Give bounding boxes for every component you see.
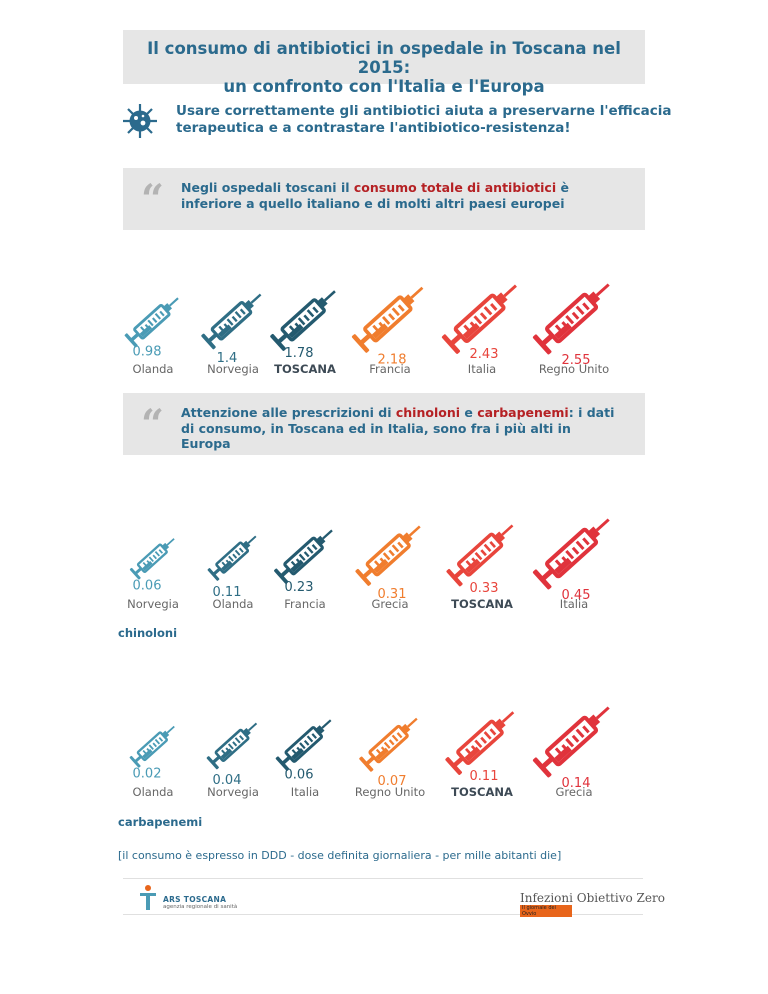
syringe-mark [355, 525, 421, 586]
syringe-mark [270, 290, 336, 351]
category-label: Regno Unito [539, 362, 609, 376]
quote-box-total: “ Negli ospedali toscani il consumo tota… [123, 168, 645, 230]
ars-logo-subtitle: agenzia regionale di sanità [163, 904, 238, 910]
quote-box-chinoloni-carbapenemi: “ Attenzione alle prescrizioni di chinol… [123, 393, 645, 455]
syringe-mark [532, 706, 610, 778]
page-title-line1: Il consumo di antibiotici in ospedale in… [147, 39, 621, 77]
category-label: Norvegia [207, 362, 259, 376]
category-label: Norvegia [127, 597, 179, 611]
syringe-mark [129, 538, 175, 580]
quote-highlight: carbapenemi [477, 405, 569, 420]
value-label: 0.06 [133, 579, 162, 594]
value-label: 2.55 [562, 353, 591, 368]
chart-title-carbapenemi: carbapenemi [118, 815, 203, 829]
syringe-mark [441, 284, 517, 354]
chart-title-chinoloni: chinoloni [118, 626, 178, 640]
virus-icon [123, 104, 157, 138]
syringe-mark [124, 297, 179, 348]
quote-text-prescriptions: Attenzione alle prescrizioni di chinolon… [181, 405, 621, 452]
quote-highlight: chinoloni [395, 405, 461, 420]
category-label: Grecia [555, 785, 592, 799]
quote-text-part: è inferiore a quello italiano e di molti… [181, 180, 569, 211]
value-label: 2.18 [378, 352, 407, 367]
syringe-mark [351, 286, 424, 353]
chart-total-consumption: 0.98 Olanda 1.4 Norvegia 1.78 TOSCANA 2.18 Fran… [0, 258, 768, 378]
value-label: 0.14 [562, 776, 591, 791]
divider [123, 914, 643, 915]
category-label: Francia [369, 362, 410, 376]
quote-highlight: consumo totale di antibiotici [353, 180, 557, 195]
value-label: 0.11 [213, 585, 242, 600]
quote-text-part: Negli ospedali toscani il [181, 180, 354, 195]
category-label: Olanda [133, 785, 174, 799]
value-label: 0.06 [285, 768, 314, 783]
category-label: TOSCANA [274, 362, 336, 376]
syringe-mark [532, 518, 610, 590]
syringe-mark [274, 529, 333, 584]
syringe-mark [445, 711, 515, 775]
value-label: 0.04 [213, 773, 242, 788]
category-label: Olanda [133, 362, 174, 376]
quote-mark-icon: “ [141, 176, 165, 223]
syringe-mark [206, 722, 258, 770]
value-label: 0.33 [470, 581, 499, 596]
value-label: 1.78 [285, 346, 314, 361]
value-label: 1.4 [217, 351, 238, 366]
title-banner: Il consumo di antibiotici in ospedale in… [123, 30, 645, 96]
value-label: 0.02 [133, 767, 162, 782]
unit-note: [il consumo è espresso in DDD - dose def… [118, 849, 562, 862]
category-label: Olanda [213, 597, 254, 611]
value-label: 0.31 [378, 587, 407, 602]
syringe-mark [532, 283, 610, 355]
syringe-mark [207, 535, 257, 581]
iz-logo: Infezioni Obiettivo Zero [520, 891, 665, 905]
page-title-line2: un confronto con l'Italia e l'Europa [223, 77, 545, 96]
category-label: Francia [284, 597, 325, 611]
category-label: Norvegia [207, 785, 259, 799]
value-label: 0.23 [285, 580, 314, 595]
category-label: Italia [560, 597, 588, 611]
ars-logo-icon [140, 885, 156, 910]
quote-mark-icon: “ [141, 401, 165, 448]
subtitle: Usare correttamente gli antibiotici aiut… [176, 103, 672, 136]
value-label: 0.45 [562, 588, 591, 603]
quote-text-total: Negli ospedali toscani il consumo totale… [181, 180, 621, 211]
category-label: Italia [468, 362, 496, 376]
syringe-mark [446, 524, 514, 587]
iz-logo-subtitle: Il giornale dei Ovvio [520, 905, 572, 917]
category-label: Grecia [371, 597, 408, 611]
category-label: Italia [291, 785, 319, 799]
divider [123, 878, 643, 879]
chart-carbapenemi: 0.02 Olanda 0.04 Norvegia 0.06 Italia 0.07 Regn… [0, 676, 768, 801]
syringe-mark [129, 725, 175, 768]
category-label: TOSCANA [451, 785, 513, 799]
syringe-mark [359, 717, 418, 772]
syringe-mark [201, 293, 262, 350]
syringe-mark [275, 719, 332, 771]
category-label: TOSCANA [451, 597, 513, 611]
value-label: 2.43 [470, 347, 499, 362]
category-label: Regno Unito [355, 785, 425, 799]
value-label: 0.07 [378, 774, 407, 789]
quote-text-part: e [460, 405, 478, 420]
value-label: 0.98 [133, 345, 162, 360]
quote-text-part: Attenzione alle prescrizioni di [181, 405, 396, 420]
ars-logo-name: ARS TOSCANA [163, 895, 227, 904]
value-label: 0.11 [470, 769, 499, 784]
chart-chinoloni: 0.06 Norvegia 0.11 Olanda 0.23 Francia 0.31 Gre… [0, 488, 768, 613]
quote-text-part: : i dati di consumo, in Toscana ed in It… [181, 405, 615, 451]
